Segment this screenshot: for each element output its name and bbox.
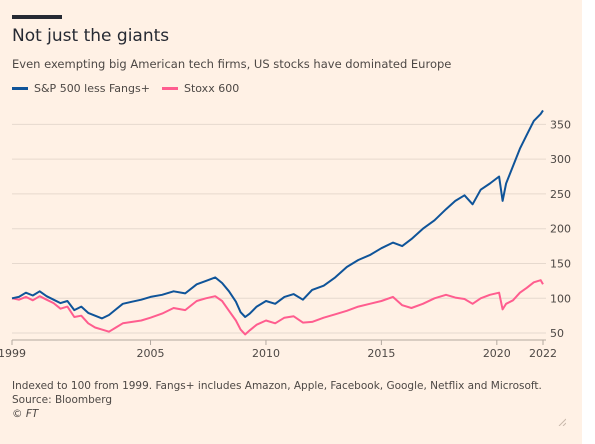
series-lines: [11, 109, 544, 336]
y-tick-label: 250: [550, 188, 571, 201]
resize-grip-icon: [558, 418, 566, 426]
y-tick-label: 150: [550, 257, 571, 270]
legend-swatch-sp500: [12, 86, 28, 90]
series-line-stoxx: [11, 279, 544, 336]
series-line-sp500: [11, 109, 544, 320]
chart-card: Not just the giants Even exempting big A…: [0, 0, 582, 444]
y-tick-label: 200: [550, 223, 571, 236]
y-axis-ticks: 50 100 150 200 250 300 350: [550, 118, 571, 340]
legend-item-sp500: S&P 500 less Fangs+: [12, 81, 150, 95]
ft-credit: © FT: [12, 408, 39, 420]
x-tick-label: 2015: [367, 347, 395, 360]
x-axis-ticks: 1999 2005 2010 2015 2020 2022: [0, 340, 557, 360]
legend-swatch-stoxx: [162, 86, 178, 90]
y-tick-label: 300: [550, 153, 571, 166]
line-chart: 50 100 150 200 250 300 350 1999 2005 2010 2015 202…: [0, 109, 571, 360]
x-tick-label: 2010: [252, 347, 280, 360]
source-text: Source: Bloomberg: [12, 394, 113, 406]
x-tick-label: 1999: [0, 347, 26, 360]
x-tick-label: 2022: [529, 347, 557, 360]
gridlines: [12, 123, 546, 341]
footnote-text: Indexed to 100 from 1999. Fangs+ include…: [12, 380, 542, 392]
y-tick-label: 50: [550, 327, 564, 340]
y-tick-label: 100: [550, 292, 571, 305]
title-accent-bar: [12, 15, 62, 19]
legend-item-stoxx: Stoxx 600: [162, 81, 239, 95]
chart-subtitle: Even exempting big American tech firms, …: [12, 57, 452, 71]
x-tick-label: 2020: [483, 347, 511, 360]
chart-title: Not just the giants: [12, 26, 170, 46]
y-tick-label: 350: [550, 118, 571, 131]
x-tick-label: 2005: [137, 347, 165, 360]
legend-label-stoxx: Stoxx 600: [184, 81, 240, 95]
legend-label-sp500: S&P 500 less Fangs+: [34, 81, 150, 95]
